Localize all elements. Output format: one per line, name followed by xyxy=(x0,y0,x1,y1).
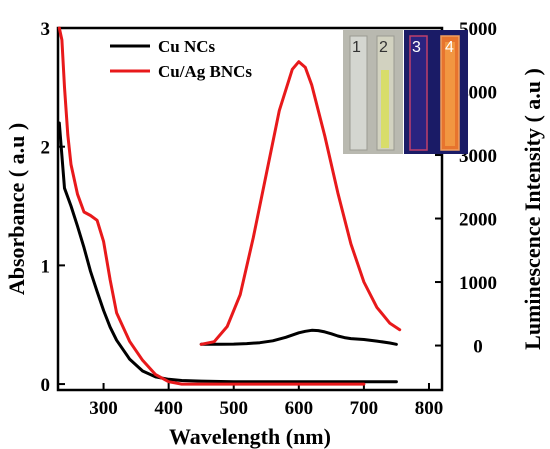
series-lines xyxy=(57,26,402,386)
legend: Cu NCs Cu/Ag BNCs xyxy=(110,37,252,81)
cu-ncs-luminescence-line xyxy=(199,328,398,346)
inset-label-3: 3 xyxy=(412,39,421,56)
cu-ag-bncs-luminescence-line xyxy=(199,60,402,346)
y-right-tick-label: 2000 xyxy=(459,210,497,231)
legend-label-cuag: Cu/Ag BNCs xyxy=(158,62,252,81)
y-right-tick-label: 0 xyxy=(473,337,483,358)
y-left-tick-label: 0 xyxy=(41,375,51,396)
inset-photo: 1 2 3 4 xyxy=(343,30,468,154)
x-tick-label: 600 xyxy=(285,398,314,419)
x-tick-label: 300 xyxy=(89,398,118,419)
inset-label-2: 2 xyxy=(379,39,388,56)
x-axis-title: Wavelength (nm) xyxy=(169,424,331,449)
tick-labels: 300 400 500 600 700 800 0 1 2 3 0 1000 2000 3000 4000 5… xyxy=(41,19,498,419)
vial-2-fill xyxy=(381,70,389,148)
y-left-tick-label: 3 xyxy=(41,19,51,40)
vial-4-glow xyxy=(445,42,455,146)
vial-3 xyxy=(409,35,428,151)
y-right-tick-label: 3000 xyxy=(459,146,497,167)
y-left-tick-label: 2 xyxy=(41,138,51,159)
x-tick-label: 500 xyxy=(219,398,248,419)
inset-label-1: 1 xyxy=(352,39,361,56)
x-tick-label: 700 xyxy=(350,398,379,419)
y-left-tick-label: 1 xyxy=(41,256,51,277)
legend-label-cu: Cu NCs xyxy=(158,37,216,56)
cu-ncs-absorbance-line xyxy=(57,121,398,384)
inset-label-4: 4 xyxy=(445,39,454,56)
cu-ag-bncs-absorbance-line xyxy=(57,26,366,386)
y-axis-left-title: Absorbance ( a.u ) xyxy=(4,123,29,295)
plot-frame xyxy=(56,26,444,392)
y-axis-right-title: Luminescence Intensity ( a.u ) xyxy=(520,68,545,350)
y-right-tick-label: 4000 xyxy=(459,83,497,104)
x-tick-label: 800 xyxy=(415,398,444,419)
vial-1 xyxy=(349,35,368,151)
x-tick-label: 400 xyxy=(154,398,183,419)
y-right-tick-label: 1000 xyxy=(459,273,497,294)
y-right-tick-label: 5000 xyxy=(459,19,497,40)
